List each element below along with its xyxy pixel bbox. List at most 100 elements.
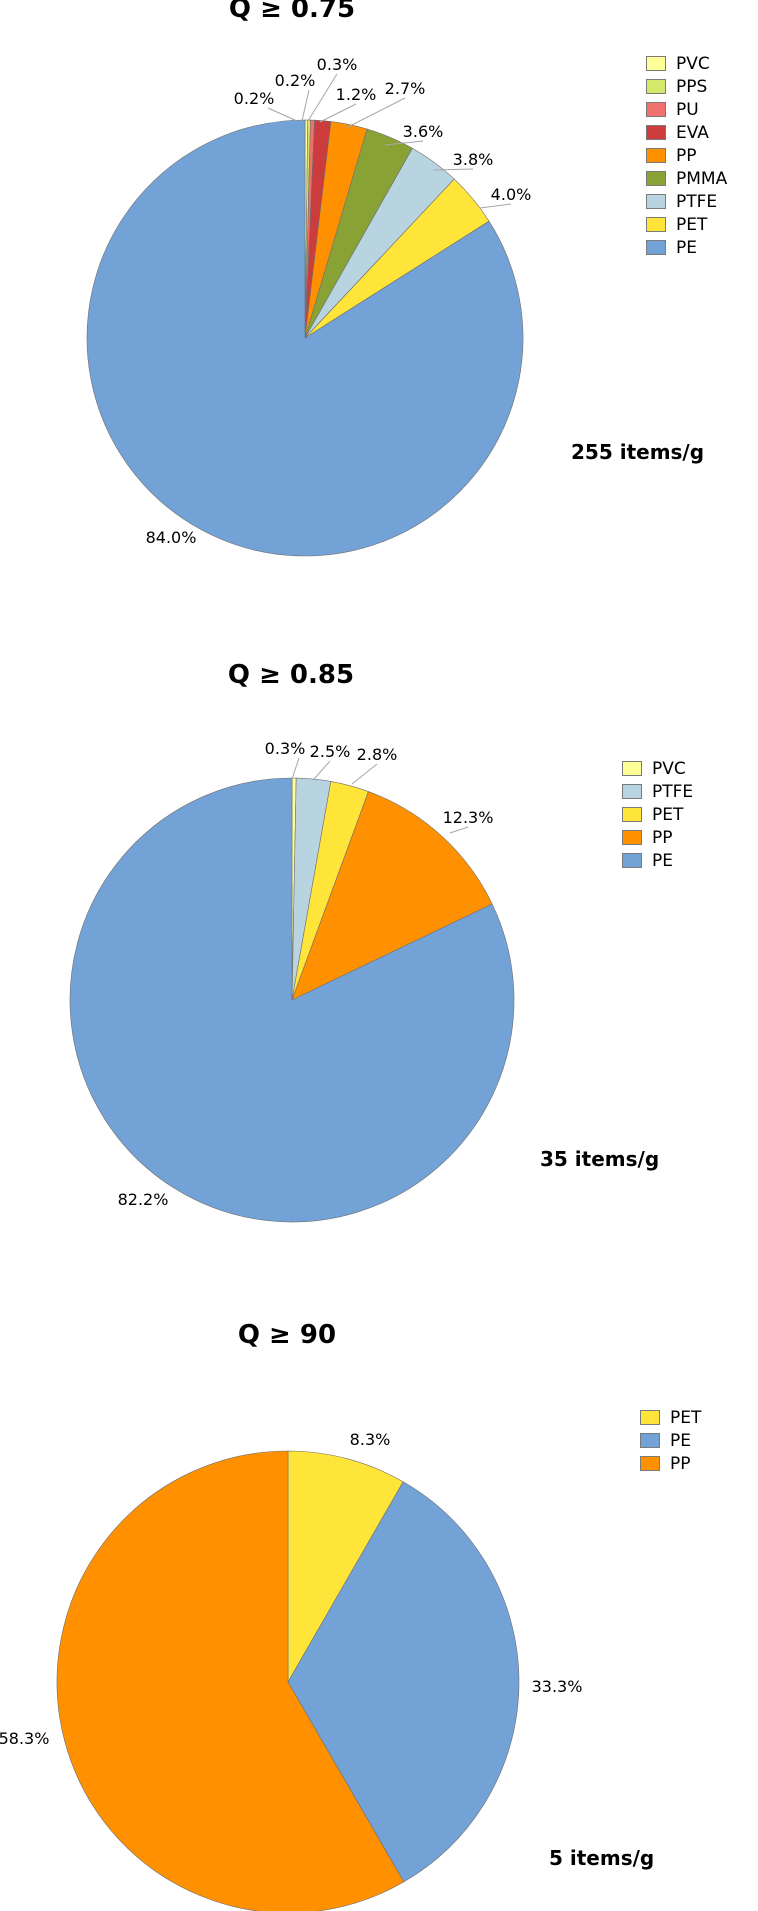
legend-item-ptfe: PTFE bbox=[622, 780, 693, 803]
legend-item-pet: PET bbox=[640, 1406, 701, 1429]
legend-label: PTFE bbox=[652, 781, 694, 802]
legend-label: PMMA bbox=[676, 168, 728, 189]
legend-item-pet: PET bbox=[622, 803, 693, 826]
legend-swatch bbox=[622, 830, 642, 845]
legend: PVC PTFE PET PP PE bbox=[622, 757, 693, 872]
legend-swatch bbox=[646, 79, 666, 94]
legend-label: PVC bbox=[676, 53, 710, 74]
legend-swatch bbox=[646, 240, 666, 255]
pie-chart-q085: Q ≥ 0.85 0.3% 2.5% 2.8% 12.3% 82.2% PVC PTFE P… bbox=[0, 620, 758, 1270]
legend-item-pe: PE bbox=[646, 236, 727, 259]
data-label-pet: 8.3% bbox=[350, 1430, 391, 1449]
legend-swatch bbox=[646, 217, 666, 232]
legend-label: PE bbox=[670, 1430, 691, 1451]
legend-item-pmma: PMMA bbox=[646, 167, 727, 190]
pie-slice-pe bbox=[86, 119, 524, 557]
data-label-pe: 84.0% bbox=[146, 528, 197, 547]
legend-swatch bbox=[646, 56, 666, 71]
legend-item-pvc: PVC bbox=[646, 52, 727, 75]
legend-item-ptfe: PTFE bbox=[646, 190, 727, 213]
legend-swatch bbox=[640, 1433, 660, 1448]
legend-label: PP bbox=[676, 145, 697, 166]
legend-label: PET bbox=[652, 804, 684, 825]
data-label-pp: 2.7% bbox=[385, 79, 426, 98]
data-label-pp: 12.3% bbox=[443, 808, 494, 827]
pie-slice-pp bbox=[56, 1450, 405, 1911]
pie-plot: 0.3% 2.5% 2.8% 12.3% 82.2% bbox=[69, 739, 515, 1223]
legend-swatch bbox=[622, 784, 642, 799]
pie-plot: 0.2%0.2%0.3%1.2% 2.7%3.6%3.8%4.0%84.0% bbox=[86, 55, 532, 557]
data-label-pmma: 3.6% bbox=[403, 122, 444, 141]
leader-line-pps bbox=[301, 89, 310, 122]
data-label-pe: 33.3% bbox=[532, 1677, 583, 1696]
legend-item-pps: PPS bbox=[646, 75, 727, 98]
legend-item-pp: PP bbox=[646, 144, 727, 167]
chart-title: Q ≥ 90 bbox=[237, 1320, 337, 1350]
data-label-pu: 0.3% bbox=[317, 55, 358, 74]
legend-swatch bbox=[646, 102, 666, 117]
legend: PVC PPS PU EVA PP PMMA PTFE PET PE bbox=[646, 52, 727, 259]
legend-label: PET bbox=[670, 1407, 702, 1428]
data-label-pvc: 0.3% bbox=[265, 739, 306, 758]
data-label-pet: 2.8% bbox=[357, 745, 398, 764]
leader-line-ptfe bbox=[432, 168, 474, 171]
legend-swatch bbox=[640, 1456, 660, 1471]
legend-swatch bbox=[640, 1410, 660, 1425]
legend-label: PU bbox=[676, 99, 699, 120]
leader-line-pet bbox=[351, 763, 378, 785]
leader-line-pmma bbox=[384, 140, 424, 146]
pie-slice-pe bbox=[287, 1481, 520, 1883]
legend-item-pp: PP bbox=[622, 826, 693, 849]
pie-slice-pp bbox=[291, 791, 493, 1001]
leader-line-pu bbox=[307, 73, 338, 122]
data-label-eva: 1.2% bbox=[336, 85, 377, 104]
leader-line-pet bbox=[479, 203, 512, 209]
data-label-pvc: 0.2% bbox=[234, 89, 275, 108]
leader-line-pvc bbox=[291, 757, 300, 780]
pie-slice-pe bbox=[69, 777, 515, 1223]
pie-chart-q90: Q ≥ 90 8.3% 33.3% 58.3% PET PE PP 5 items/g bbox=[0, 1270, 758, 1911]
legend-item-eva: EVA bbox=[646, 121, 727, 144]
leader-line-pp bbox=[345, 97, 406, 129]
chart-title: Q ≥ 0.75 bbox=[228, 0, 356, 24]
legend-label: PP bbox=[670, 1453, 691, 1474]
legend-swatch bbox=[646, 194, 666, 209]
legend-label: EVA bbox=[676, 122, 709, 143]
legend: PET PE PP bbox=[640, 1406, 701, 1475]
items-per-gram: 5 items/g bbox=[549, 1846, 655, 1870]
legend-label: PPS bbox=[676, 76, 708, 97]
legend-swatch bbox=[646, 125, 666, 140]
pie-plot: 8.3% 33.3% 58.3% bbox=[0, 1430, 583, 1911]
legend-swatch bbox=[646, 171, 666, 186]
legend-label: PP bbox=[652, 827, 673, 848]
chart-title: Q ≥ 0.85 bbox=[227, 660, 355, 690]
legend-label: PVC bbox=[652, 758, 686, 779]
legend-label: PET bbox=[676, 214, 708, 235]
legend-label: PTFE bbox=[676, 191, 718, 212]
legend-swatch bbox=[646, 148, 666, 163]
legend-item-pe: PE bbox=[622, 849, 693, 872]
legend-item-pp: PP bbox=[640, 1452, 701, 1475]
pie-chart-q075: Q ≥ 0.75 0.2% 0.2% 0.3% 1.2% 2.7% 3.6% 3.8% 4.0… bbox=[0, 0, 758, 620]
items-per-gram: 255 items/g bbox=[571, 440, 705, 464]
data-label-ptfe: 2.5% bbox=[310, 742, 351, 761]
data-label-pps: 0.2% bbox=[275, 71, 316, 90]
legend-swatch bbox=[622, 807, 642, 822]
data-label-pe: 82.2% bbox=[118, 1190, 169, 1209]
leader-line-pp bbox=[449, 826, 469, 834]
legend-swatch bbox=[622, 761, 642, 776]
leader-line-pvc bbox=[267, 107, 298, 122]
legend-item-pu: PU bbox=[646, 98, 727, 121]
legend-label: PE bbox=[652, 850, 673, 871]
data-label-ptfe: 3.8% bbox=[453, 150, 494, 169]
legend-label: PE bbox=[676, 237, 697, 258]
legend-swatch bbox=[622, 853, 642, 868]
legend-item-pvc: PVC bbox=[622, 757, 693, 780]
data-label-pet: 4.0% bbox=[491, 185, 532, 204]
legend-item-pet: PET bbox=[646, 213, 727, 236]
pie-slice-pet bbox=[287, 1450, 404, 1684]
data-label-pp: 58.3% bbox=[0, 1729, 49, 1748]
leader-line-ptfe bbox=[313, 760, 331, 780]
items-per-gram: 35 items/g bbox=[540, 1147, 660, 1171]
leader-line-eva bbox=[319, 103, 357, 123]
